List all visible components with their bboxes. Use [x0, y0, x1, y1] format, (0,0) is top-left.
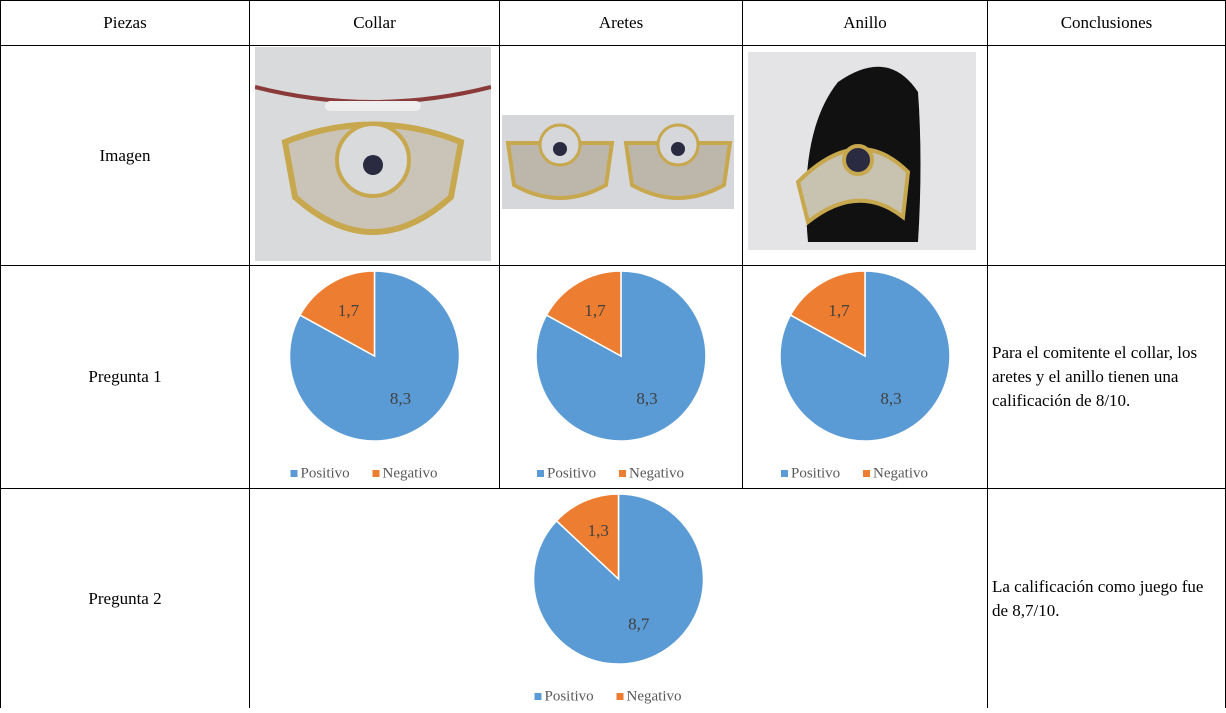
chart-cell: 8,3 1,7 Positivo Negativo [743, 266, 988, 489]
pie-chart: 8,3 1,7 Positivo Negativo [779, 270, 951, 481]
value-label: 8,3 [880, 389, 901, 408]
header-cell: Anillo [743, 0, 988, 46]
value-label: 1,7 [584, 301, 606, 320]
legend-swatch [781, 470, 788, 477]
row-label: Imagen [0, 46, 250, 266]
image-cell [500, 46, 743, 266]
empty-cell [988, 46, 1226, 266]
value-label: 1,7 [338, 301, 360, 320]
value-label: 1,7 [828, 301, 850, 320]
legend-swatch [619, 470, 626, 477]
pie-slice [789, 270, 866, 358]
header-cell: Conclusiones [988, 0, 1226, 46]
legend-swatch [534, 693, 542, 700]
legend-swatch [616, 693, 624, 700]
chart-cell: 8,3 1,7 Positivo Negativo [250, 266, 500, 489]
image-cell [250, 46, 500, 266]
pie-chart: 8,3 1,7 Positivo Negativo [535, 270, 707, 481]
row-label: Pregunta 2 [0, 489, 250, 708]
legend-label: Negativo [627, 688, 682, 704]
header-cell: Collar [250, 0, 500, 46]
image-cell [743, 46, 988, 266]
legend-label: Positivo [545, 688, 594, 704]
pie-slice [555, 493, 620, 581]
pie-slice [298, 270, 376, 358]
photo [502, 115, 734, 209]
value-label: 8,3 [390, 389, 411, 408]
header-cell: Aretes [500, 0, 743, 46]
legend-label: Positivo [547, 465, 596, 481]
pie-chart: 8,7 1,3 Positivo Negativo [532, 493, 705, 704]
legend-label: Negativo [629, 465, 684, 481]
legend-label: Negativo [873, 465, 928, 481]
photo [255, 47, 491, 261]
legend-swatch [537, 470, 544, 477]
legend-label: Positivo [791, 465, 840, 481]
legend-swatch [372, 470, 380, 477]
chart-cell: 8,3 1,7 Positivo Negativo [500, 266, 743, 489]
row-label: Pregunta 1 [0, 266, 250, 489]
legend-swatch [290, 470, 298, 477]
legend-label: Negativo [383, 465, 438, 481]
conclusion: Para el comitente el collar, los aretes … [988, 266, 1226, 489]
conclusion: La calificación como juego fue de 8,7/10… [988, 489, 1226, 708]
header-cell: Piezas [0, 0, 250, 46]
value-label: 1,3 [588, 521, 609, 540]
legend-swatch [863, 470, 870, 477]
pie-chart: 8,3 1,7 Positivo Negativo [288, 270, 461, 481]
value-label: 8,7 [628, 615, 650, 634]
legend-label: Positivo [301, 465, 350, 481]
photo [748, 52, 976, 250]
pie-slice [545, 270, 622, 358]
value-label: 8,3 [636, 389, 657, 408]
chart-cell: 8,7 1,3 Positivo Negativo [250, 489, 988, 708]
